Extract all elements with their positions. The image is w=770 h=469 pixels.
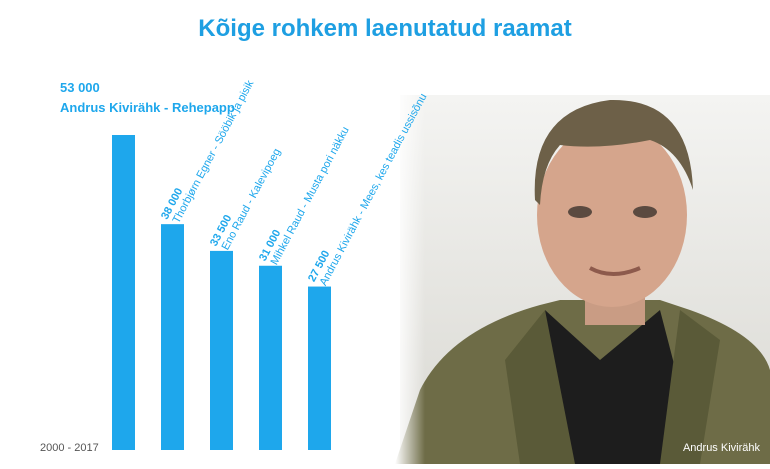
period-label: 2000 - 2017 [40,442,99,454]
category-label: Andrus Kivirähk - Rehepapp [60,100,235,115]
photo [395,95,770,464]
photo-caption: Andrus Kivirähk [683,442,761,454]
bar [259,265,282,450]
bar [112,135,135,450]
bar [210,250,233,450]
value-label: 53 000 [60,80,100,95]
chart-title: Kõige rohkem laenutatud raamat [198,15,571,42]
bar [308,286,331,450]
bar [161,224,184,450]
